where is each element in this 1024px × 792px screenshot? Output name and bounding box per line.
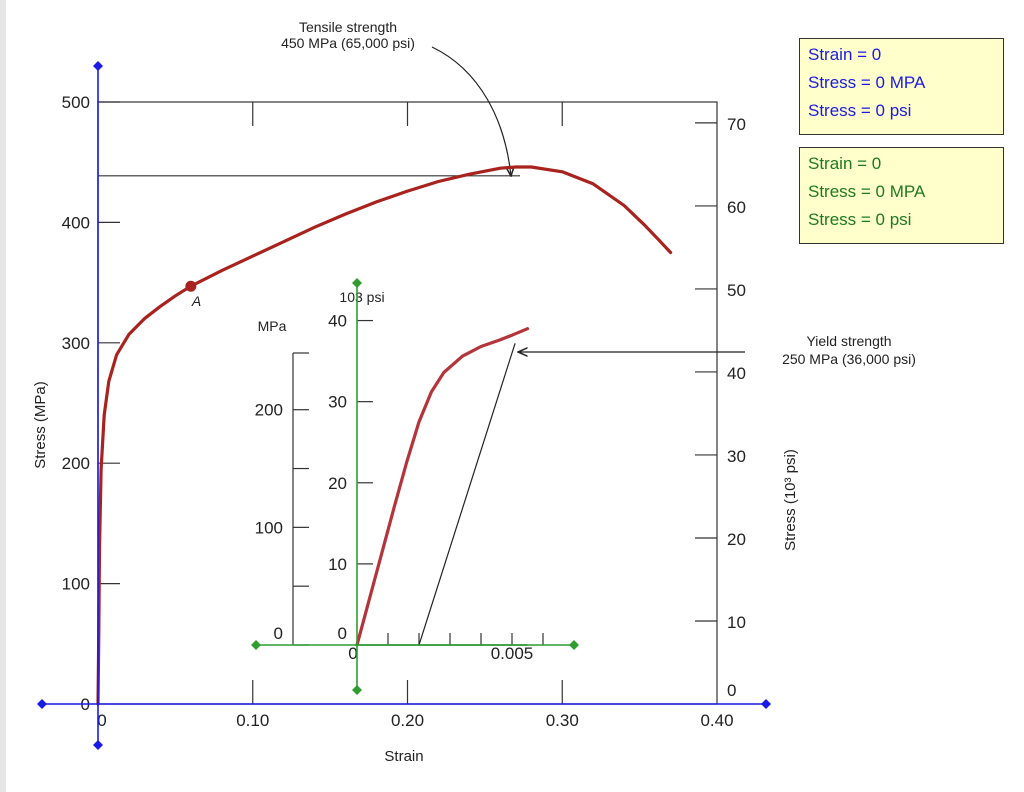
inset-psi-tick-label: 0 bbox=[338, 624, 347, 643]
x-tick-label: 0.40 bbox=[700, 711, 733, 730]
x-tick-label: 0.30 bbox=[546, 711, 579, 730]
blue-readout-stress-psi: Stress = 0 psi bbox=[808, 101, 912, 120]
left-tick-label: 500 bbox=[62, 93, 90, 112]
right-tick-label: 10 bbox=[727, 613, 746, 632]
inset-psi-tick-label: 10 bbox=[328, 555, 347, 574]
inset-x-tick-label: 0 bbox=[348, 644, 357, 663]
right-tick-label: 30 bbox=[727, 447, 746, 466]
inset-mpa-tick-label: 0 bbox=[274, 624, 283, 643]
y-axis-label-left: Stress (MPa) bbox=[32, 381, 49, 469]
inset-psi-unit: 103 psi bbox=[339, 289, 384, 305]
inset-x-left-handle[interactable] bbox=[251, 640, 261, 650]
x-tick-label: 0.10 bbox=[236, 711, 269, 730]
x-tick-label: 0.20 bbox=[391, 711, 424, 730]
tensile-strength-arrow bbox=[431, 46, 511, 176]
inset-psi-tick-label: 40 bbox=[328, 312, 347, 331]
right-tick-label: 40 bbox=[727, 364, 746, 383]
y-axis-bottom-handle[interactable] bbox=[93, 740, 103, 750]
x-tick-label: 0 bbox=[97, 711, 106, 730]
inset-psi-tick-label: 20 bbox=[328, 474, 347, 493]
y-axis-label-right: Stress (10³ psi) bbox=[782, 449, 799, 551]
blue-readout-strain: Strain = 0 bbox=[808, 45, 882, 64]
left-tick-label: 400 bbox=[62, 213, 90, 232]
inset-x-tick-label: 0.005 bbox=[491, 644, 534, 663]
inset-y-top-handle[interactable] bbox=[352, 278, 362, 288]
right-tick-label: 0 bbox=[727, 681, 736, 700]
inset-mpa-unit: MPa bbox=[258, 318, 287, 334]
inset-mpa-tick-label: 200 bbox=[255, 401, 283, 420]
left-tick-label: 200 bbox=[62, 454, 90, 473]
green-readout-box: Strain = 0 Stress = 0 MPA Stress = 0 psi bbox=[799, 147, 1004, 244]
green-readout-stress-mpa: Stress = 0 MPA bbox=[808, 182, 926, 201]
x-axis-left-handle[interactable] bbox=[37, 699, 47, 709]
right-tick-label: 60 bbox=[727, 198, 746, 217]
point-a-label: A bbox=[191, 293, 201, 309]
left-tick-label: 100 bbox=[62, 575, 90, 594]
green-readout-stress-psi: Stress = 0 psi bbox=[808, 210, 912, 229]
right-tick-label: 50 bbox=[727, 281, 746, 300]
x-axis-right-handle[interactable] bbox=[761, 699, 771, 709]
blue-readout-stress-mpa: Stress = 0 MPA bbox=[808, 73, 926, 92]
left-tick-label: 300 bbox=[62, 334, 90, 353]
y-axis-top-handle[interactable] bbox=[93, 61, 103, 71]
inset-psi-tick-label: 30 bbox=[328, 393, 347, 412]
yield-strength-label: Yield strength bbox=[806, 333, 891, 349]
right-tick-label: 20 bbox=[727, 530, 746, 549]
right-tick-label: 70 bbox=[727, 115, 746, 134]
blue-readout-box: Strain = 0 Stress = 0 MPA Stress = 0 psi bbox=[799, 38, 1004, 135]
green-readout-strain: Strain = 0 bbox=[808, 154, 882, 173]
window-edge bbox=[0, 0, 6, 792]
yield-strength-value: 250 MPa (36,000 psi) bbox=[782, 351, 916, 367]
inset-elastic-curve bbox=[355, 327, 530, 647]
tensile-strength-label: Tensile strength bbox=[299, 19, 397, 35]
tensile-strength-value: 450 MPa (65,000 psi) bbox=[281, 35, 415, 51]
inset-y-bottom-handle[interactable] bbox=[352, 685, 362, 695]
inset-offset-line bbox=[418, 343, 516, 646]
point-a-marker[interactable] bbox=[185, 280, 197, 292]
inset-x-right-handle[interactable] bbox=[569, 640, 579, 650]
x-axis-label: Strain bbox=[384, 748, 423, 765]
stress-strain-curve bbox=[96, 165, 673, 706]
inset-mpa-tick-label: 100 bbox=[255, 518, 283, 537]
